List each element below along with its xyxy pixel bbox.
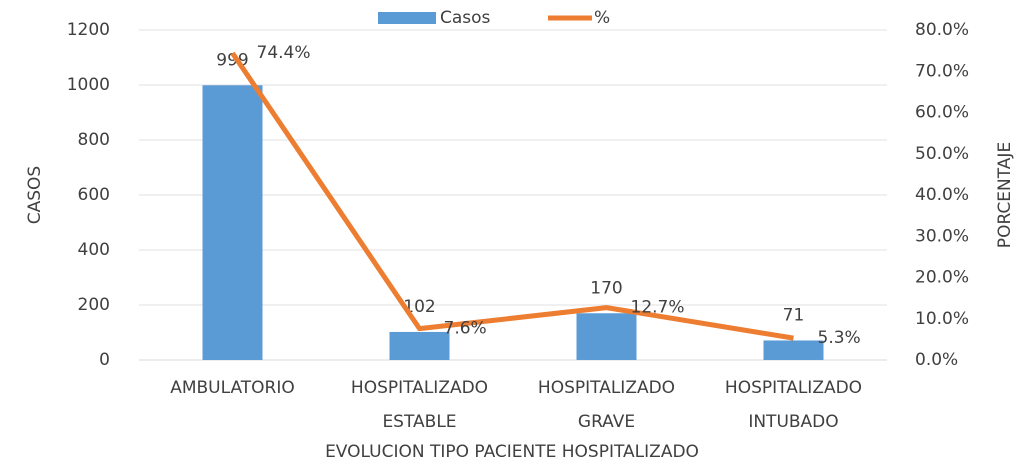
x-tick-label: AMBULATORIO <box>170 378 295 398</box>
y-tick-label: 0 <box>99 350 110 370</box>
bar-value-label: 71 <box>783 305 805 325</box>
line <box>230 51 794 341</box>
y2-tick-label: 70.0% <box>915 61 969 81</box>
y-axis-title: CASOS <box>25 166 45 224</box>
y-tick-label: 800 <box>78 130 110 150</box>
line-value-label: 12.7% <box>631 298 685 318</box>
bar-value-label: 102 <box>403 297 435 317</box>
y-tick-label: 400 <box>78 240 110 260</box>
y2-tick-label: 10.0% <box>915 309 969 329</box>
x-tick-label: HOSPITALIZADO <box>351 378 488 398</box>
y-tick-label: 1000 <box>67 75 110 95</box>
y2-tick-label: 20.0% <box>915 268 969 288</box>
y2-tick-label: 40.0% <box>915 185 969 205</box>
bar <box>576 313 637 360</box>
bar <box>202 85 263 361</box>
x-tick-label: HOSPITALIZADO <box>725 378 862 398</box>
y2-tick-label: 0.0% <box>915 350 958 370</box>
bar <box>389 331 450 360</box>
legend-label: Casos <box>440 8 491 28</box>
y-tick-label: 600 <box>78 185 110 205</box>
line-value-label: 5.3% <box>818 328 861 348</box>
bar-value-label: 170 <box>590 278 622 298</box>
y2-tick-label: 50.0% <box>915 144 969 164</box>
x-tick-label: HOSPITALIZADO <box>538 378 675 398</box>
y2-tick-label: 60.0% <box>915 103 969 123</box>
legend-swatch <box>378 12 436 24</box>
line-value-label: 7.6% <box>444 319 487 339</box>
y2-axis-title: PORCENTAJE <box>995 142 1015 248</box>
x-tick-label: GRAVE <box>578 412 635 432</box>
legend-label: % <box>594 8 610 28</box>
line-value-label: 74.4% <box>257 43 311 63</box>
y-tick-label: 200 <box>78 295 110 315</box>
y2-tick-label: 30.0% <box>915 226 969 246</box>
x-tick-label: INTUBADO <box>748 412 838 432</box>
x-tick-label: ESTABLE <box>382 412 456 432</box>
y2-tick-label: 80.0% <box>915 20 969 40</box>
bar <box>763 340 824 360</box>
y-tick-label: 1200 <box>67 20 110 40</box>
x-axis-title: EVOLUCION TIPO PACIENTE HOSPITALIZADO <box>325 442 699 462</box>
